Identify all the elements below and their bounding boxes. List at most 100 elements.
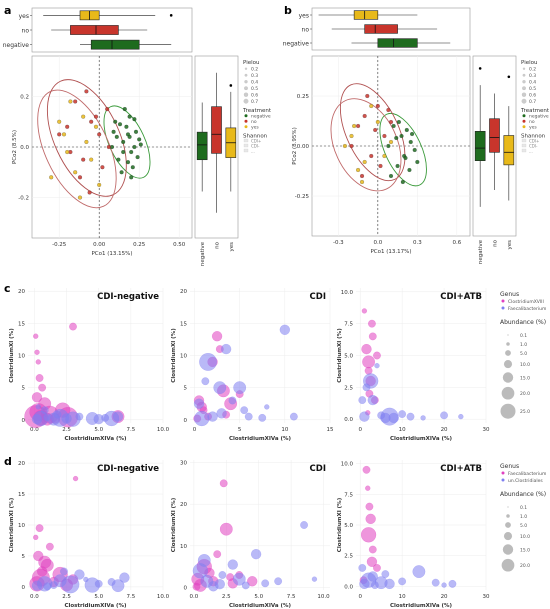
legend-shannon-title: Shannon bbox=[521, 134, 546, 140]
x-tick-label: 5.0 bbox=[94, 594, 103, 600]
y-tick-label: 0.0 bbox=[344, 417, 353, 423]
legend-pielou-symbol bbox=[243, 92, 249, 97]
bubble-un.Clostridiales bbox=[218, 571, 227, 579]
bubble-ClostridiumXVIII bbox=[69, 322, 77, 331]
bubble-panel-title: CDI bbox=[310, 464, 326, 474]
data-point-no bbox=[100, 165, 105, 170]
bubble-un.Clostridiales bbox=[119, 572, 130, 583]
data-point-negative bbox=[121, 139, 126, 144]
bubble-un.Clostridiales bbox=[61, 575, 80, 594]
x-tick-label: 20 bbox=[441, 427, 448, 433]
bubble-Faecalibacterium bbox=[365, 513, 376, 524]
data-point-no bbox=[386, 107, 391, 112]
data-point-no bbox=[77, 175, 82, 180]
data-point-negative bbox=[127, 134, 132, 139]
data-point-yes bbox=[360, 180, 365, 185]
ellipse-no bbox=[339, 83, 406, 182]
bubble-un.Clostridiales bbox=[367, 571, 378, 582]
data-point-no bbox=[349, 144, 354, 149]
box-no bbox=[70, 25, 119, 35]
legend-abundance-value: 5.0 bbox=[520, 351, 527, 357]
legend-abundance-symbol bbox=[507, 334, 509, 336]
outlier-point bbox=[229, 84, 233, 87]
bubble-Faecalibacterium bbox=[53, 410, 62, 419]
data-point-negative bbox=[395, 164, 400, 169]
legend-abundance-symbol bbox=[501, 558, 515, 572]
data-point-yes bbox=[375, 119, 380, 124]
x-tick-label: 2.5 bbox=[62, 427, 71, 433]
x-tick-label: 10 bbox=[399, 427, 406, 433]
bubble-un.Clostridiales bbox=[300, 521, 308, 529]
box-negative bbox=[377, 38, 418, 48]
data-point-yes bbox=[49, 175, 54, 180]
bubble-Faecalibacterium bbox=[221, 343, 232, 355]
x-tick-label: 30 bbox=[483, 427, 490, 433]
y-axis-label: ClostridiumXI (%) bbox=[337, 328, 343, 383]
bubble-Faecalibacterium bbox=[233, 381, 247, 394]
box-category-label: yes bbox=[19, 13, 29, 20]
data-point-no bbox=[93, 114, 98, 119]
data-point-negative bbox=[113, 119, 118, 124]
x-tick-label: 0 bbox=[358, 427, 362, 433]
shannon-category-label: no bbox=[215, 241, 221, 248]
legend-pielou-value: 0.5 bbox=[251, 86, 258, 92]
data-point-negative bbox=[127, 114, 132, 119]
y-tick-label: 0 bbox=[184, 418, 188, 424]
bubble-ClostridiumXVIII bbox=[373, 351, 381, 360]
box-no bbox=[364, 24, 398, 34]
data-point-negative bbox=[129, 175, 134, 180]
box-category-label: no bbox=[22, 28, 30, 35]
legend-pielou-value: 0.2 bbox=[251, 67, 258, 73]
x-axis-label: ClostridiumXIVa (%) bbox=[229, 436, 292, 442]
bubble-un.Clostridiales bbox=[60, 567, 68, 576]
legend-genus-title: Genus bbox=[500, 463, 519, 470]
legend-genus-value: Faecalibacterium bbox=[508, 471, 546, 477]
legend-pielou-symbol bbox=[522, 86, 526, 91]
legend-abundance-symbol bbox=[506, 342, 510, 346]
x-tick-label: 10 bbox=[281, 427, 288, 433]
data-point-negative bbox=[391, 123, 396, 128]
y-tick-label: 5 bbox=[22, 554, 26, 560]
bubble-panel-title: CDI+ATB bbox=[440, 292, 482, 302]
outlier-point bbox=[478, 67, 482, 70]
bubble-ClostridiumXVIII bbox=[34, 349, 40, 355]
legend-abundance-symbol bbox=[503, 360, 513, 369]
bubble-Faecalibacterium bbox=[240, 406, 249, 414]
bubble-un.Clostridiales bbox=[384, 578, 395, 589]
legend-treatment-symbol bbox=[244, 119, 248, 123]
x-tick-label: 0 bbox=[358, 594, 362, 600]
x-tick-label: 0.00 bbox=[93, 242, 106, 248]
legend-pielou-value: 0.7 bbox=[251, 99, 258, 105]
data-point-yes bbox=[77, 195, 82, 200]
y-tick-label: 15 bbox=[18, 321, 25, 327]
bubble-Faecalibacterium bbox=[33, 534, 39, 540]
y-tick-label: 10 bbox=[18, 523, 25, 529]
data-point-no bbox=[375, 103, 380, 108]
bubble-un.Clostridiales bbox=[232, 572, 246, 586]
data-point-negative bbox=[137, 137, 142, 142]
legend-genus-symbol bbox=[501, 471, 505, 475]
legend-pielou-value: 0.2 bbox=[529, 67, 536, 73]
box-negative bbox=[90, 39, 140, 50]
data-point-negative bbox=[389, 174, 394, 179]
box-yes bbox=[353, 10, 379, 20]
bubble-Faecalibacterium bbox=[358, 396, 367, 404]
data-point-negative bbox=[403, 156, 408, 161]
bubble-un.Clostridiales bbox=[208, 581, 219, 592]
legend-shannon-symbol bbox=[243, 138, 249, 143]
x-tick-label: 0.50 bbox=[173, 242, 186, 248]
bubble-Faecalibacterium bbox=[398, 410, 406, 418]
y-tick-label: 20 bbox=[18, 289, 25, 295]
y-tick-label: 15 bbox=[180, 321, 187, 327]
bubble-un.Clostridiales bbox=[251, 549, 262, 560]
y-axis-label: PCo2 (8.95%) bbox=[292, 127, 298, 165]
legend-genus-value: un.Clostridiales bbox=[508, 478, 543, 484]
legend-shannon-value: ... bbox=[251, 149, 255, 154]
bubble-Faecalibacterium bbox=[290, 412, 298, 421]
bubble-ClostridiumXVIII bbox=[361, 308, 367, 314]
legend-treatment-value: yes bbox=[529, 126, 537, 131]
legend-treatment-title: Treatment bbox=[520, 108, 550, 114]
data-point-negative bbox=[399, 134, 404, 139]
legend-pielou-symbol bbox=[243, 98, 249, 104]
